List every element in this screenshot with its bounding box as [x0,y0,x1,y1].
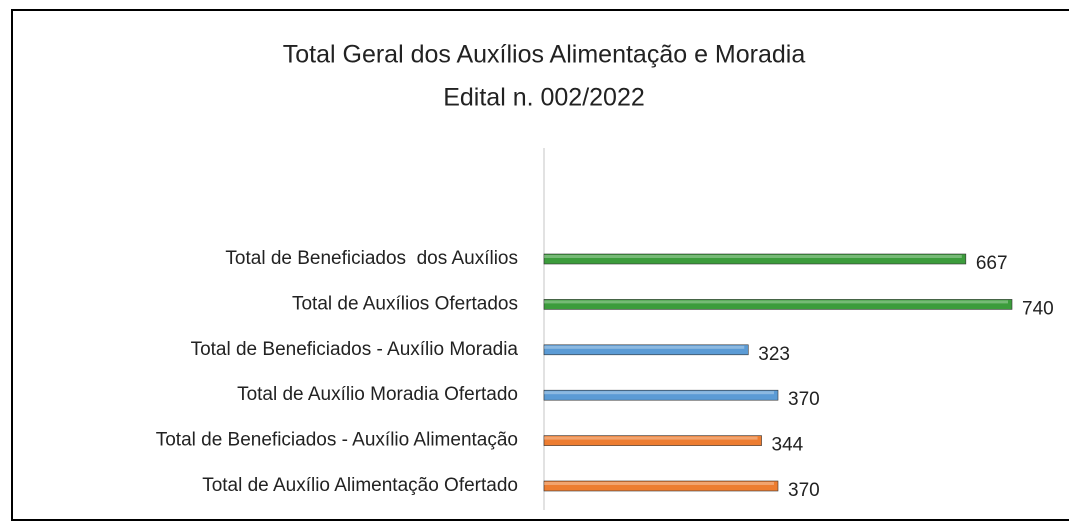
bar-highlight [544,345,745,349]
chart-frame [11,9,1069,521]
category-label: Total de Beneficiados dos Auxílios [225,248,518,269]
category-label: Total de Auxílio Alimentação Ofertado [202,475,518,496]
bar-highlight [544,436,758,440]
category-label: Total de Auxílios Ofertados [292,293,518,314]
chart-title: Total Geral dos Auxílios Alimentação e M… [283,41,806,69]
bar-highlight [544,391,774,395]
bar [543,389,779,401]
bar [543,253,967,265]
data-label: 740 [1022,298,1054,319]
data-label: 344 [772,435,804,456]
data-label: 370 [788,480,820,501]
bar [543,480,779,492]
bar-highlight [544,482,774,485]
data-label: 667 [976,253,1008,274]
bar [543,435,762,446]
bar [543,299,1013,310]
data-label: 323 [758,344,790,365]
bar-highlight [544,300,1008,304]
category-label: Total de Beneficiados - Auxílio Alimenta… [156,430,518,451]
bar-highlight [544,255,962,258]
data-label: 370 [788,389,820,410]
category-label: Total de Beneficiados - Auxílio Moradia [191,339,519,360]
category-label: Total de Auxílio Moradia Ofertado [237,384,518,405]
chart-subtitle: Edital n. 002/2022 [443,84,645,112]
bar [543,344,749,356]
